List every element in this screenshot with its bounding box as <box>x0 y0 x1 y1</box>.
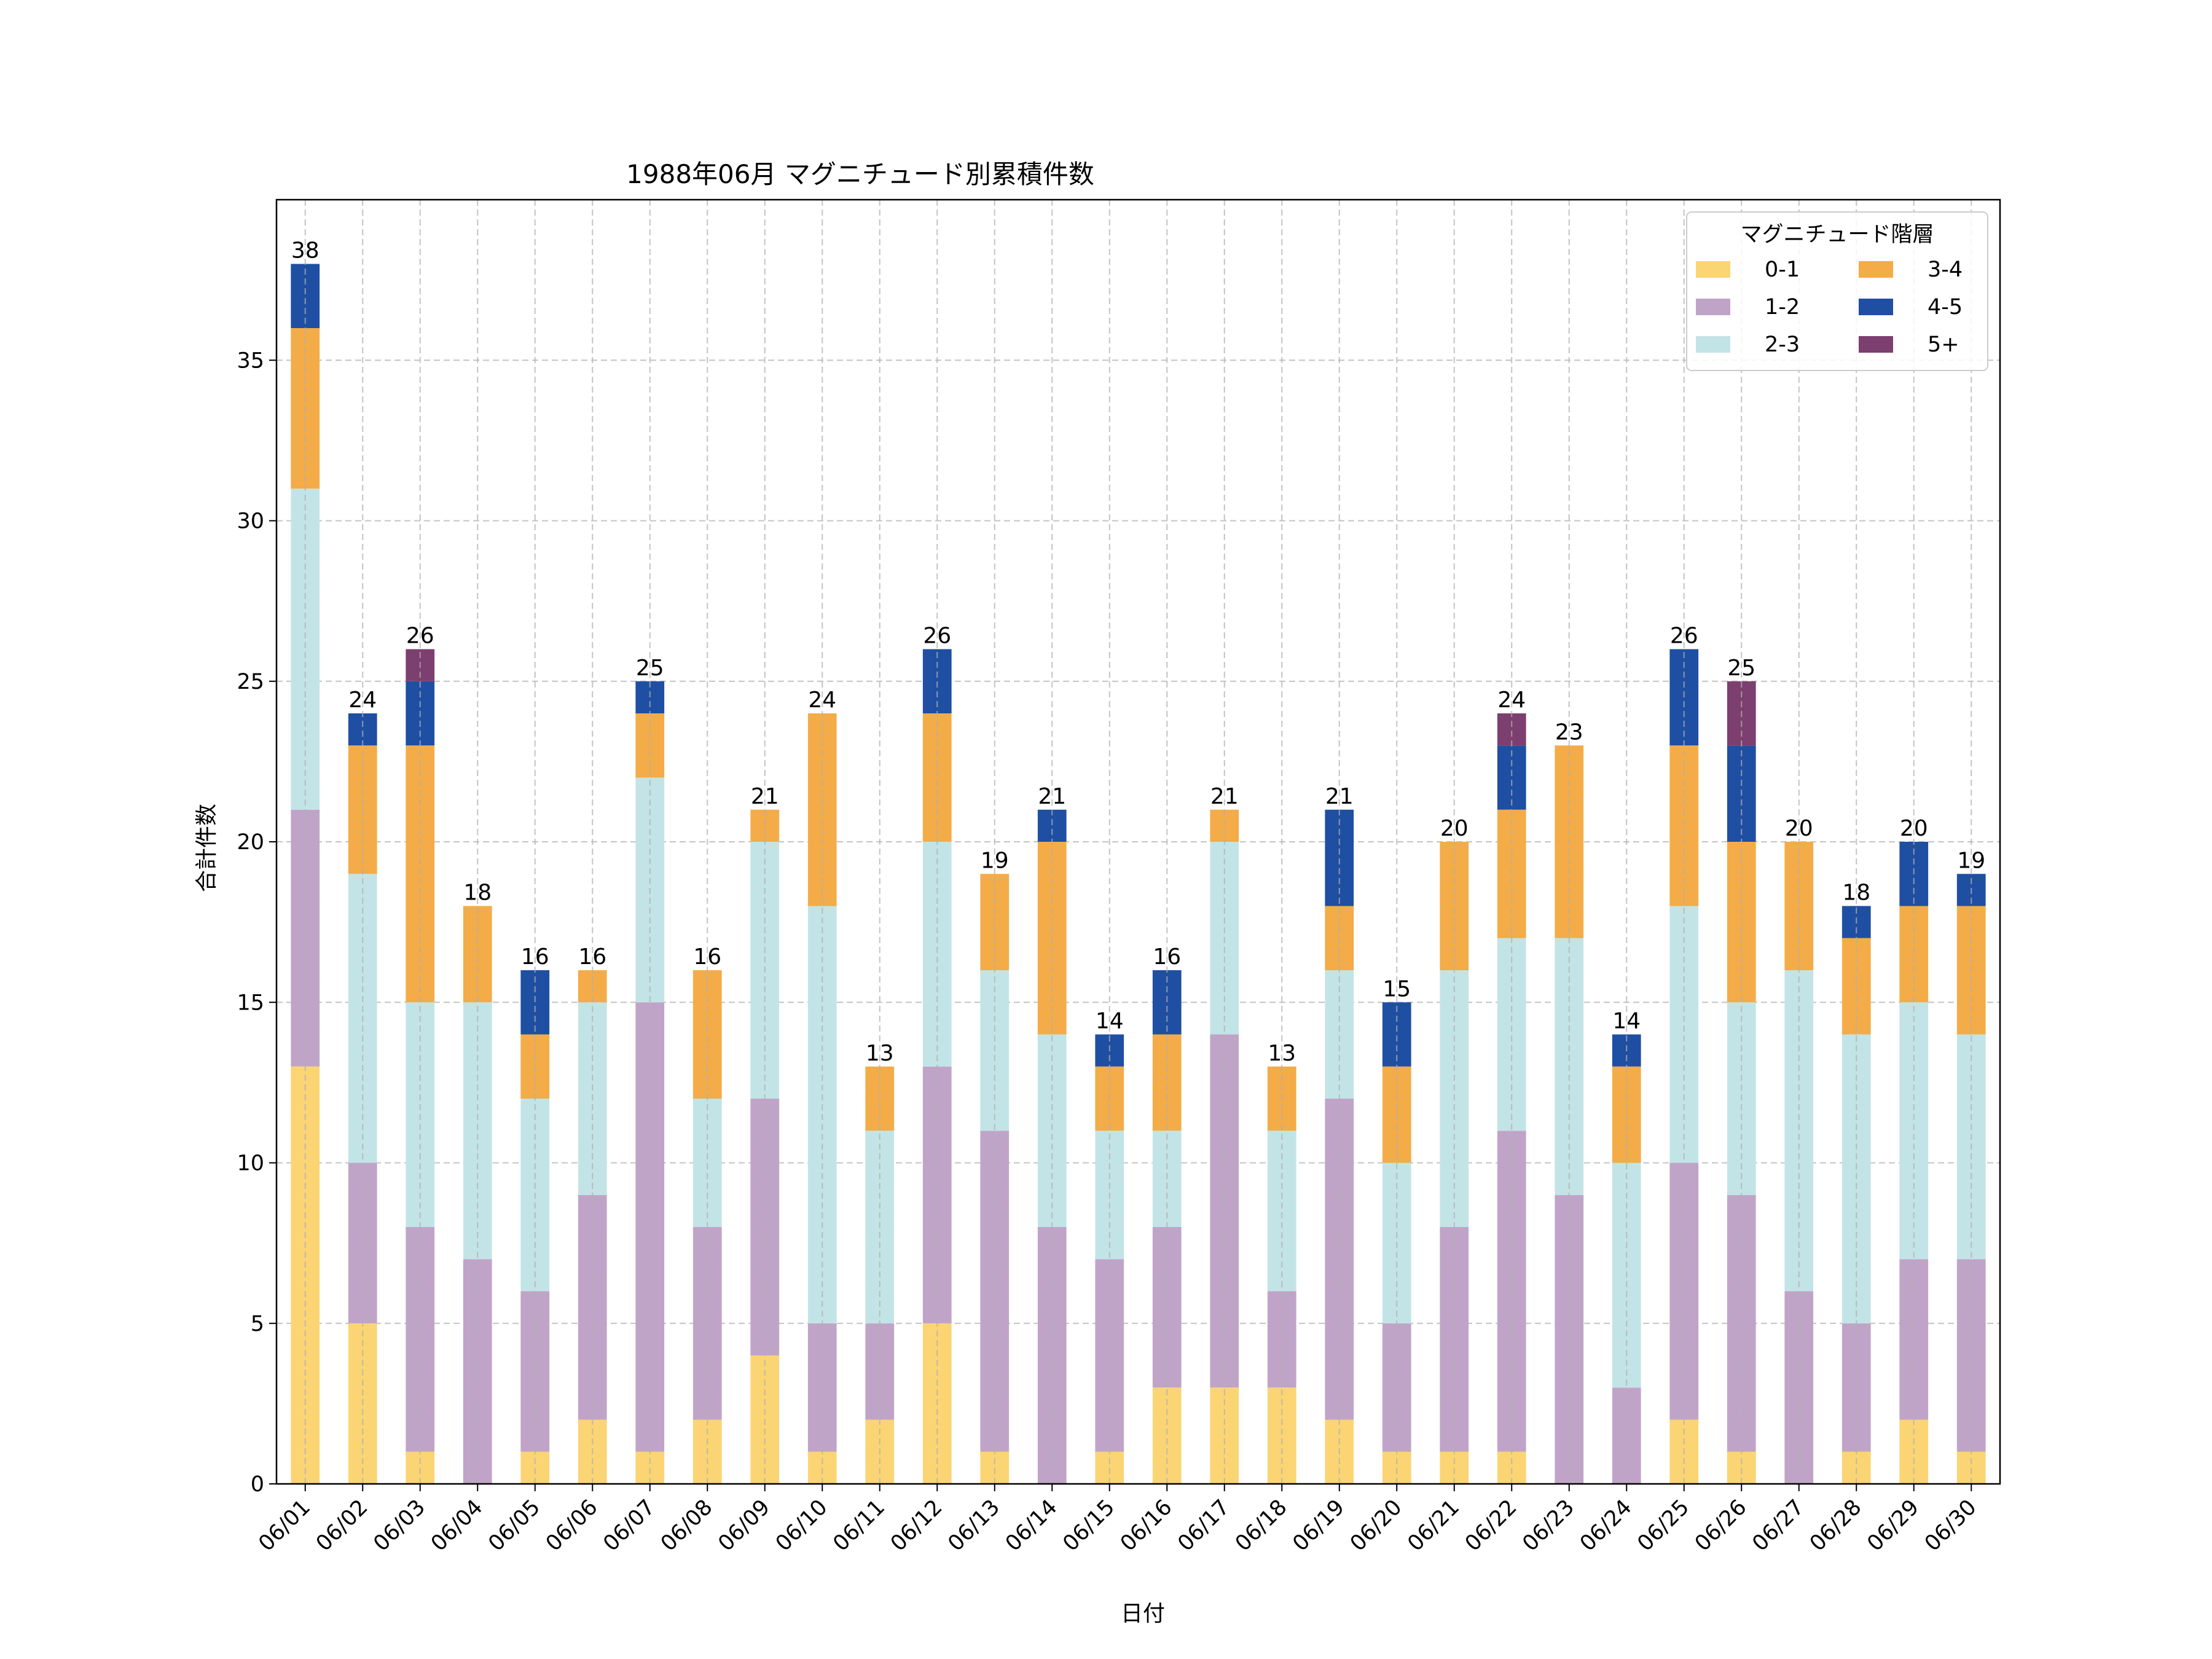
legend-box <box>1686 211 1988 371</box>
y-tick-label: 35 <box>237 348 264 373</box>
bar-total-label: 15 <box>1382 976 1411 1002</box>
bar-total-label: 20 <box>1440 816 1469 841</box>
bar-total-label: 25 <box>1727 656 1755 681</box>
bar-total-label: 23 <box>1555 720 1583 745</box>
y-tick-label: 30 <box>237 509 264 534</box>
legend-swatch-1-2 <box>1696 299 1730 315</box>
x-axis-label: 日付 <box>1121 1601 1165 1626</box>
legend-label-5+: 5+ <box>1928 332 1959 357</box>
bar-total-label: 18 <box>463 880 492 906</box>
chart-title: 1988年06月 マグニチュード別累積件数 <box>626 159 1094 189</box>
bar-total-label: 21 <box>1210 784 1239 809</box>
legend-title: マグニチュード階層 <box>1740 222 1934 247</box>
bar-total-label: 24 <box>1497 688 1526 713</box>
legend-items: 0-1 1-2 2-3 3-4 4-5 5+ <box>1696 257 1963 357</box>
y-tick-label: 0 <box>251 1472 264 1497</box>
bar-segment-4-5 <box>348 713 377 746</box>
total-labels: 38 24 26 18 16 16 25 16 21 24 13 26 19 21 14 16 21 13 21 15… <box>291 238 1985 1066</box>
bar-total-label: 25 <box>636 656 664 681</box>
bar-total-label: 20 <box>1785 816 1813 841</box>
bar-total-label: 18 <box>1842 880 1870 906</box>
legend: マグニチュード階層 0-1 1-2 2-3 3-4 4-5 5+ <box>1686 211 1988 371</box>
legend-label-4-5: 4-5 <box>1928 295 1963 320</box>
bar-segment-2-3 <box>922 842 952 1067</box>
bar-total-label: 16 <box>578 944 606 970</box>
legend-label-3-4: 3-4 <box>1928 257 1963 282</box>
y-tick-label: 25 <box>237 670 264 694</box>
bar-total-label: 13 <box>866 1041 894 1066</box>
bar-total-label: 20 <box>1900 816 1928 841</box>
bar-total-label: 24 <box>348 688 377 713</box>
legend-label-2-3: 2-3 <box>1765 332 1800 357</box>
y-axis-label: 合計件数 <box>194 804 219 892</box>
bar-segment-5+ <box>1497 713 1526 746</box>
bar-total-label: 21 <box>1038 784 1066 809</box>
bar-total-label: 16 <box>521 944 549 970</box>
legend-swatch-0-1 <box>1696 261 1730 278</box>
y-tick-label: 10 <box>237 1151 264 1176</box>
y-axis: 0 5 10 15 20 25 30 35 <box>237 348 276 1497</box>
bar-total-label: 13 <box>1268 1041 1296 1066</box>
legend-swatch-3-4 <box>1859 261 1893 278</box>
y-tick-label: 20 <box>237 830 264 855</box>
legend-swatch-2-3 <box>1696 336 1730 353</box>
legend-label-0-1: 0-1 <box>1765 257 1800 282</box>
legend-swatch-5+ <box>1859 336 1893 353</box>
bar-total-label: 14 <box>1612 1009 1641 1034</box>
y-tick-label: 5 <box>251 1312 264 1336</box>
bar-total-label: 19 <box>1957 848 1985 873</box>
x-grid-overlay <box>304 200 1972 1484</box>
bar-total-label: 21 <box>1325 784 1354 809</box>
bar-segment-1-2 <box>1784 1291 1814 1484</box>
bar-segment-1-2 <box>578 1194 607 1420</box>
bar-segment-1-2 <box>1210 1034 1239 1388</box>
bar-segment-1-2 <box>1325 1099 1354 1420</box>
bar-total-label: 21 <box>751 784 779 809</box>
bar-segment-1-2 <box>1440 1227 1469 1452</box>
bar-total-label: 26 <box>923 624 951 649</box>
bar-total-label: 26 <box>406 624 434 649</box>
y-tick-label: 15 <box>237 990 264 1015</box>
bar-total-label: 26 <box>1670 624 1698 649</box>
bar-total-label: 24 <box>808 688 836 713</box>
bar-total-label: 19 <box>981 848 1009 873</box>
legend-label-1-2: 1-2 <box>1765 295 1800 320</box>
bar-segment-1-2 <box>406 1227 435 1452</box>
bar-total-label: 16 <box>1153 944 1181 970</box>
bar-total-label: 16 <box>693 944 721 970</box>
bar-total-label: 14 <box>1096 1009 1124 1034</box>
legend-swatch-4-5 <box>1859 299 1893 315</box>
bar-total-label: 38 <box>291 238 320 264</box>
